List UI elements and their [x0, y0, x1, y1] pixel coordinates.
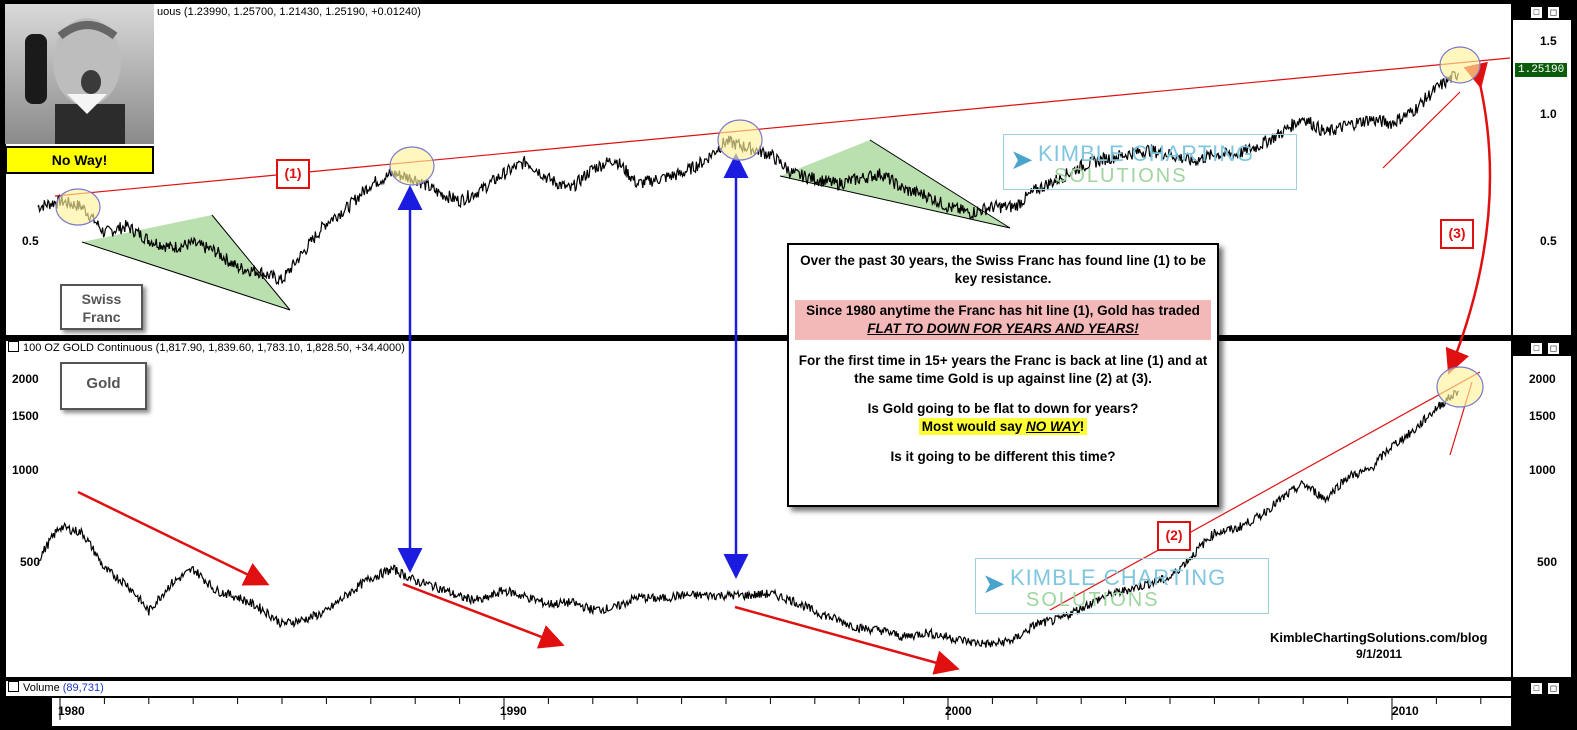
point-3-marker: (3)	[1440, 219, 1474, 249]
restore-icon[interactable]: □	[1530, 342, 1543, 355]
credit-site: KimbleChartingSolutions.com/blog	[1270, 630, 1488, 645]
commentary-p3: For the first time in 15+ years the Fran…	[798, 353, 1208, 386]
resistance-line-2	[1049, 371, 1481, 611]
shouting-man-thumbnail	[5, 4, 154, 144]
gold-y-tick: 1000	[1529, 463, 1556, 477]
gold-y-tick: 500	[1537, 555, 1558, 569]
kimble-logo-icon: ➤	[1010, 144, 1034, 175]
gold-price-line	[37, 389, 1460, 648]
watermark-line1: KIMBLE CHARTING	[1010, 565, 1227, 590]
touch-point-highlight	[55, 188, 101, 226]
no-way-caption: No Way!	[5, 146, 154, 174]
consolidation-triangle	[82, 215, 290, 310]
volume-pane-title: Volume (89,731)	[6, 681, 1511, 696]
franc-y-tick: 1.5	[1540, 34, 1557, 48]
commentary-p2: Since 1980 anytime the Franc has hit lin…	[795, 300, 1211, 340]
man-on-phone-icon	[25, 18, 125, 144]
watermark-line2: SOLUTIONS	[1054, 165, 1188, 187]
swiss-franc-label: Swiss Franc	[60, 284, 143, 330]
gold-ohlc-readout: 100 OZ GOLD Continuous (1,817.90, 1,839.…	[23, 342, 405, 354]
x-tick-1980: 1980	[58, 704, 85, 718]
maximize-icon[interactable]: ◻	[1547, 342, 1560, 355]
line-1-marker: (1)	[276, 159, 310, 189]
commentary-box: Over the past 30 years, the Swiss Franc …	[787, 243, 1219, 507]
franc-y-tick: 1.0	[1540, 107, 1557, 121]
maximize-icon[interactable]: ◻	[1547, 6, 1560, 19]
commentary-p2-emphasis: FLAT TO DOWN FOR YEARS AND YEARS!	[867, 321, 1139, 336]
kimble-watermark-bottom: ➤ KIMBLE CHARTING SOLUTIONS	[975, 558, 1269, 614]
swiss-franc-pane-title: uous (1.23990, 1.25700, 1.21430, 1.25190…	[157, 5, 1507, 20]
gold-label: Gold	[60, 362, 147, 410]
maximize-icon[interactable]: ◻	[1547, 682, 1560, 695]
touch-point-highlight	[1439, 46, 1481, 84]
x-tick-1990: 1990	[500, 704, 527, 718]
pane-toggle-icon[interactable]	[8, 681, 19, 692]
swiss-franc-ohlc-readout: uous (1.23990, 1.25700, 1.21430, 1.25190…	[157, 6, 421, 18]
pane-toggle-icon[interactable]	[8, 341, 19, 352]
commentary-p2-text: Since 1980 anytime the Franc has hit lin…	[806, 303, 1200, 318]
downtrend-arrow	[77, 490, 270, 586]
credit-date: 9/1/2011	[1356, 647, 1403, 661]
x-tick-2000: 2000	[945, 704, 972, 718]
triangle-edge	[211, 214, 291, 311]
time-axis[interactable]	[52, 698, 1511, 726]
gold-y-tick-left: 2000	[12, 372, 39, 386]
last-price-tag: 1.25190	[1515, 63, 1568, 77]
gold-y-tick-left: 1000	[12, 463, 39, 477]
commentary-p4: Is Gold going to be flat to down for yea…	[867, 401, 1139, 416]
gold-y-tick: 1500	[1529, 409, 1556, 423]
gold-y-tick-left: 1500	[12, 409, 39, 423]
gold-y-tick-left: 500	[20, 555, 41, 569]
downtrend-arrow	[734, 605, 960, 675]
price-axis-right-gold[interactable]	[1513, 356, 1571, 677]
line-2-marker: (2)	[1157, 521, 1191, 551]
x-tick-2010: 2010	[1392, 704, 1419, 718]
franc-trend-line	[1382, 91, 1461, 169]
franc-y-tick: 0.5	[1540, 234, 1557, 248]
commentary-p6: Is it going to be different this time?	[890, 449, 1116, 464]
franc-y-tick-left: 0.5	[22, 234, 39, 248]
triangle-edge	[81, 241, 291, 311]
watermark-line1: KIMBLE CHARTING	[1038, 141, 1255, 166]
touch-point-highlight	[1436, 366, 1484, 408]
kimble-logo-icon: ➤	[982, 568, 1006, 599]
downtrend-arrow	[402, 582, 565, 649]
touch-point-highlight	[389, 146, 435, 186]
gold-y-tick: 2000	[1529, 372, 1556, 386]
watermark-line2: SOLUTIONS	[1026, 589, 1160, 611]
restore-icon[interactable]: □	[1530, 6, 1543, 19]
commentary-p5-highlight: Most would say NO WAY!	[918, 418, 1088, 435]
volume-label: Volume	[23, 682, 60, 694]
commentary-p5: Most would say NO WAY!	[789, 418, 1217, 436]
volume-value: (89,731)	[62, 682, 104, 694]
touch-point-highlight	[717, 119, 763, 161]
kimble-watermark-top: ➤ KIMBLE CHARTING SOLUTIONS	[1003, 134, 1297, 190]
commentary-p1: Over the past 30 years, the Swiss Franc …	[800, 253, 1206, 286]
linkage-arrow-3	[1445, 61, 1492, 375]
restore-icon[interactable]: □	[1530, 682, 1543, 695]
